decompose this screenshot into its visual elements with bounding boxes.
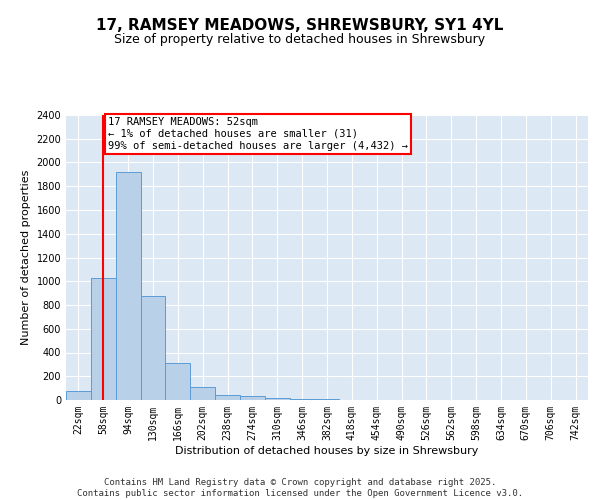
Text: Size of property relative to detached houses in Shrewsbury: Size of property relative to detached ho… (115, 32, 485, 46)
X-axis label: Distribution of detached houses by size in Shrewsbury: Distribution of detached houses by size … (175, 446, 479, 456)
Bar (240, 396, 265, 400)
Bar (190, 387, 215, 400)
Bar (91, 278, 116, 400)
Bar (166, 362, 190, 400)
Bar (116, 172, 140, 400)
Y-axis label: Number of detached properties: Number of detached properties (21, 170, 31, 345)
Text: 17 RAMSEY MEADOWS: 52sqm
← 1% of detached houses are smaller (31)
99% of semi-de: 17 RAMSEY MEADOWS: 52sqm ← 1% of detache… (108, 118, 408, 150)
Bar (66, 390, 91, 400)
Bar (215, 394, 240, 400)
Bar (140, 296, 166, 400)
Bar (290, 399, 314, 400)
Text: 17, RAMSEY MEADOWS, SHREWSBURY, SY1 4YL: 17, RAMSEY MEADOWS, SHREWSBURY, SY1 4YL (97, 18, 503, 32)
Bar (265, 398, 290, 400)
Text: Contains HM Land Registry data © Crown copyright and database right 2025.
Contai: Contains HM Land Registry data © Crown c… (77, 478, 523, 498)
